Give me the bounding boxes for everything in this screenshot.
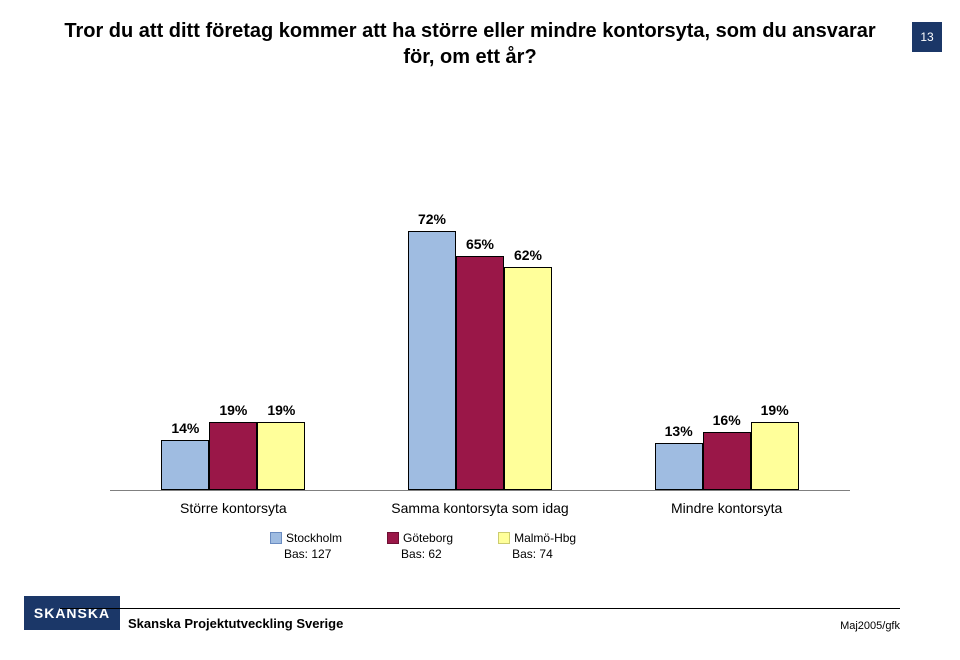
bar-value-label: 19% — [209, 402, 257, 418]
bar — [655, 443, 703, 490]
category-label: Större kontorsyta — [123, 500, 343, 516]
footer-right-text: Maj2005/gfk — [840, 620, 900, 632]
chart-legend: Stockholm Bas: 127 Göteborg Bas: 62 Malmö-Hb… — [270, 530, 770, 561]
bar — [209, 422, 257, 490]
bar-value-label: 72% — [408, 211, 456, 227]
bar — [456, 256, 504, 490]
legend-sublabel: Bas: 62 — [401, 547, 453, 561]
bar-group: 13%16%19% — [655, 130, 799, 490]
bar — [751, 422, 799, 490]
bar-value-label: 19% — [751, 402, 799, 418]
legend-swatch — [387, 532, 399, 544]
category-label: Samma kontorsyta som idag — [370, 500, 590, 516]
bar-value-label: 19% — [257, 402, 305, 418]
legend-item: Malmö-Hbg Bas: 74 — [498, 530, 576, 561]
legend-sublabel: Bas: 127 — [284, 547, 342, 561]
page-number-badge: 13 — [912, 22, 942, 52]
logo-spacer — [24, 560, 120, 596]
legend-item: Stockholm Bas: 127 — [270, 530, 342, 561]
legend-label: Malmö-Hbg — [514, 531, 576, 545]
bar-value-label: 16% — [703, 412, 751, 428]
legend-label: Göteborg — [403, 531, 453, 545]
legend-swatch — [270, 532, 282, 544]
bar-group: 14%19%19% — [161, 130, 305, 490]
bar-chart: 14%19%19%72%65%62%13%16%19% — [110, 130, 850, 491]
legend-swatch — [498, 532, 510, 544]
bar — [504, 267, 552, 490]
bar-value-label: 14% — [161, 420, 209, 436]
category-label: Mindre kontorsyta — [617, 500, 837, 516]
bar — [161, 440, 209, 490]
bar — [408, 231, 456, 490]
bar — [257, 422, 305, 490]
bar-value-label: 13% — [655, 423, 703, 439]
bar-value-label: 62% — [504, 247, 552, 263]
bar — [703, 432, 751, 490]
footer-text: Skanska Projektutveckling Sverige — [128, 616, 343, 631]
legend-item: Göteborg Bas: 62 — [387, 530, 453, 561]
legend-label: Stockholm — [286, 531, 342, 545]
legend-sublabel: Bas: 74 — [512, 547, 576, 561]
bar-value-label: 65% — [456, 236, 504, 252]
footer-divider — [60, 608, 900, 609]
bar-group: 72%65%62% — [408, 130, 552, 490]
chart-title: Tror du att ditt företag kommer att ha s… — [60, 18, 880, 70]
skanska-logo: SKANSKA — [24, 596, 120, 630]
